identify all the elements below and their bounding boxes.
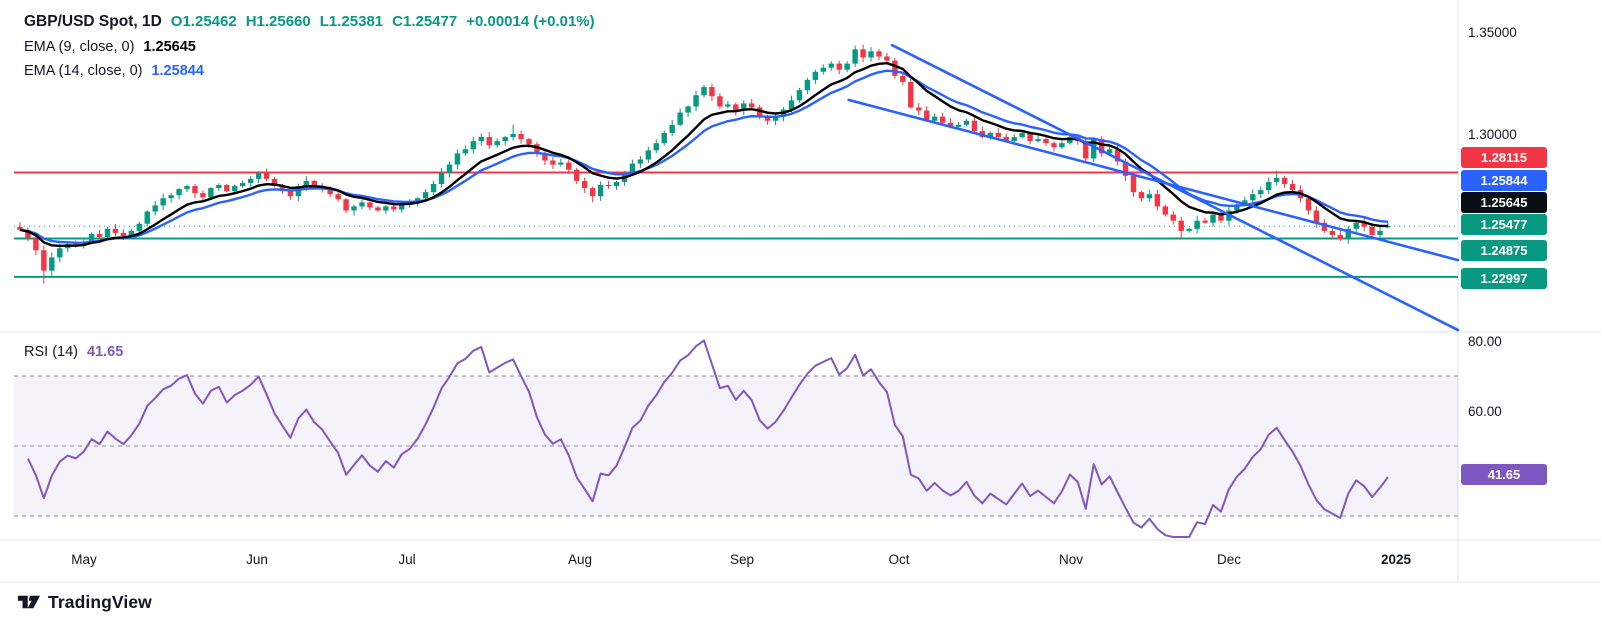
price-axis-label: 1.35000: [1468, 25, 1517, 40]
rsi-label[interactable]: RSI (14): [24, 344, 78, 360]
price-badge-ema14: 1.25844: [1461, 170, 1547, 191]
tradingview-logo[interactable]: TradingView: [16, 591, 152, 613]
ema9-row: EMA (9, close, 0) 1.25645: [24, 39, 595, 55]
ohlc-close: C1.25477: [392, 13, 458, 30]
rsi-value: 41.65: [87, 344, 124, 360]
rsi-bands: [14, 375, 1458, 517]
time-label-may: May: [71, 552, 97, 567]
price-badge-last-price: 1.25477: [1461, 214, 1547, 235]
ema14-label[interactable]: EMA (14, close, 0): [24, 63, 143, 79]
time-label-jul: Jul: [398, 552, 416, 567]
time-scale[interactable]: May Jun Jul Aug Sep Oct Nov Dec 2025: [0, 541, 1458, 582]
rsi-line[interactable]: [27, 339, 1389, 538]
ohlc-high: H1.25660: [245, 13, 311, 30]
price-badge-resistance: 1.28115: [1461, 147, 1547, 168]
time-label-oct: Oct: [888, 552, 910, 567]
price-axis-label: 1.30000: [1468, 127, 1517, 142]
ema14-value: 1.25844: [151, 63, 204, 79]
price-badge-ema9: 1.25645: [1461, 192, 1547, 213]
ema14-line[interactable]: [19, 69, 1389, 244]
time-label-aug: Aug: [567, 552, 593, 567]
rsi-value-badge: 41.65: [1461, 464, 1547, 485]
time-label-nov: Nov: [1058, 552, 1084, 567]
ohlc-low: L1.25381: [319, 13, 384, 30]
ema9-value: 1.25645: [143, 39, 196, 55]
trendlines[interactable]: [847, 43, 1460, 332]
rsi-axis-label: 80.00: [1468, 334, 1502, 349]
time-label-sep: Sep: [729, 552, 755, 567]
rsi-legend: RSI (14) 41.65: [24, 344, 123, 368]
price-badge-support2: 1.22997: [1461, 268, 1547, 289]
tradingview-mark-icon: [17, 595, 41, 609]
pane-separators: [0, 0, 1601, 583]
ema14-row: EMA (14, close, 0) 1.25844: [24, 63, 595, 79]
ema9-label[interactable]: EMA (9, close, 0): [24, 39, 135, 55]
time-label-2025: 2025: [1380, 552, 1412, 567]
main-legend: GBP/USD Spot, 1D O1.25462 H1.25660 L1.25…: [24, 13, 595, 87]
time-label-jun: Jun: [246, 552, 268, 567]
ohlc-change: +0.00014 (+0.01%): [466, 13, 595, 30]
symbol-row: GBP/USD Spot, 1D O1.25462 H1.25660 L1.25…: [24, 13, 595, 31]
tradingview-wordmark: TradingView: [48, 591, 152, 612]
price-badge-support1: 1.24875: [1461, 240, 1547, 261]
symbol-title[interactable]: GBP/USD Spot, 1D: [24, 13, 162, 30]
time-label-dec: Dec: [1216, 552, 1242, 567]
price-levels[interactable]: [14, 171, 1458, 278]
ohlc-open: O1.25462: [170, 13, 237, 30]
rsi-axis-label: 60.00: [1468, 404, 1502, 419]
